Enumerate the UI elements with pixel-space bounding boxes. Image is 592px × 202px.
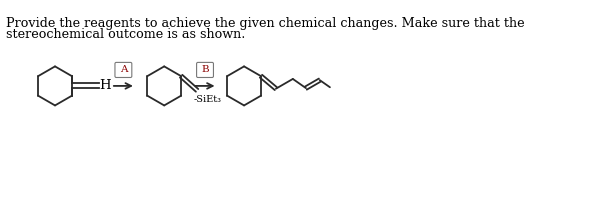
Text: A: A [120,65,127,75]
Text: -SiEt₃: -SiEt₃ [194,95,221,104]
FancyBboxPatch shape [197,62,214,78]
FancyBboxPatch shape [115,62,132,78]
Text: Provide the reagents to achieve the given chemical changes. Make sure that the: Provide the reagents to achieve the give… [6,17,525,30]
Text: stereochemical outcome is as shown.: stereochemical outcome is as shown. [6,28,246,41]
Text: H: H [99,79,111,93]
Text: B: B [201,65,209,75]
